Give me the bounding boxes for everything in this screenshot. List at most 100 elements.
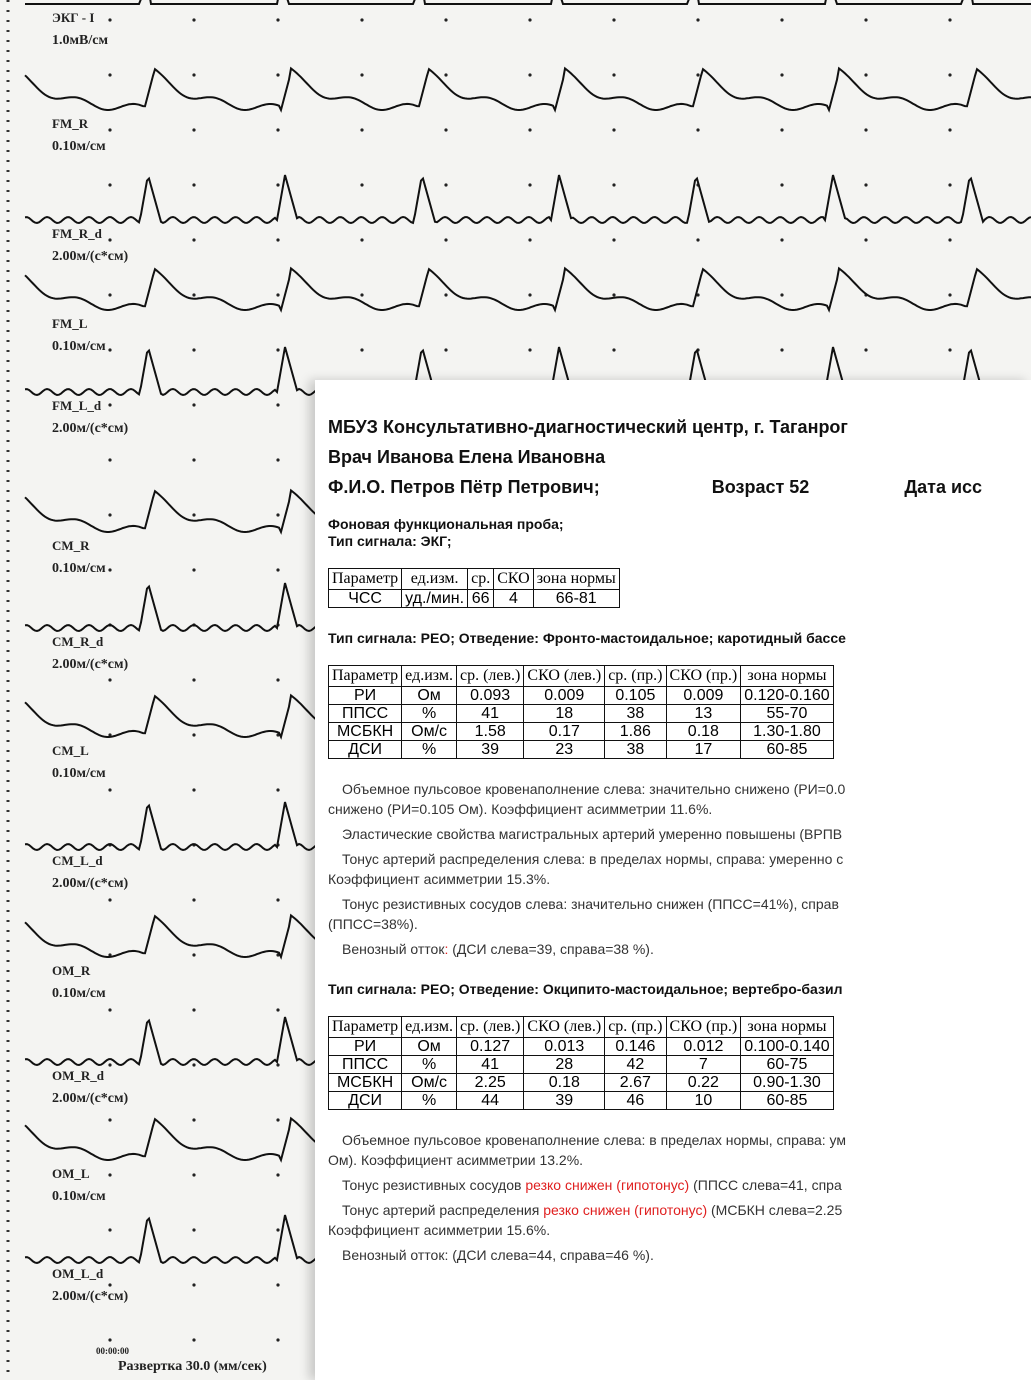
grid-dot bbox=[360, 73, 364, 77]
cell: 38 bbox=[604, 740, 667, 759]
line: Венозный отток: (ДСИ слева=39, справа=38… bbox=[328, 939, 1031, 959]
grid-dot bbox=[444, 293, 448, 297]
channel-name: OM_R bbox=[52, 963, 91, 978]
text: Объемное пульсовое кровенаполнение слева… bbox=[342, 1132, 847, 1148]
line: Тонус резистивных сосудов резко снижен (… bbox=[328, 1175, 1031, 1195]
grid-dot bbox=[108, 1118, 112, 1122]
cell: МСБКН bbox=[327, 722, 403, 741]
grid-dot bbox=[192, 1173, 196, 1177]
data-row: РИ Ом 0.093 0.009 0.105 0.009 0.120-0.160 bbox=[327, 686, 834, 705]
text: Эластические свойства магистральных арте… bbox=[342, 826, 843, 842]
cell: 0.17 bbox=[523, 722, 606, 741]
line: Коэффициент асимметрии 15.3%. bbox=[328, 869, 1031, 889]
cell: 28 bbox=[523, 1055, 606, 1074]
param-table: Параметр ед.изм. ср. СКО зона нормы ЧСС уд./ми… bbox=[327, 568, 620, 608]
param-table: Параметр ед.изм. ср. (лев.) СКО (лев.) ср. (… bbox=[327, 665, 834, 759]
header-cell: Параметр bbox=[327, 1016, 403, 1038]
text: (ДСИ слева=39, справа=38 %). bbox=[448, 941, 654, 957]
grid-dot bbox=[276, 128, 280, 132]
sweep-label: Развертка 30.0 (мм/сек) bbox=[118, 1359, 267, 1374]
cell: 46 bbox=[604, 1091, 667, 1110]
cell: % bbox=[401, 1091, 457, 1110]
line: Объемное пульсовое кровенаполнение слева… bbox=[328, 779, 1031, 799]
channel-scale: 0.10м/см bbox=[52, 139, 106, 154]
section-title: Тип сигнала: РЕО; Отведение: Окципито-ма… bbox=[328, 981, 843, 997]
grid-dot bbox=[192, 348, 196, 352]
grid-dot bbox=[528, 128, 532, 132]
trace bbox=[25, 0, 1031, 5]
cell: 0.22 bbox=[665, 1073, 742, 1092]
grid-dot bbox=[780, 73, 784, 77]
header-cell: ср. (лев.) bbox=[455, 665, 525, 687]
grid-dot bbox=[444, 18, 448, 22]
line: снижено (РИ=0.105 Ом). Коэффициент асимм… bbox=[328, 799, 1031, 819]
channel-name: FM_L bbox=[52, 316, 88, 331]
grid-dot bbox=[864, 238, 868, 242]
channel-scale: 2.00м/(с*см) bbox=[52, 657, 129, 672]
data-row: ППСС% 41 28 42 7 60-75 bbox=[327, 1055, 834, 1074]
grid-dot bbox=[108, 1228, 112, 1232]
grid-dot bbox=[780, 293, 784, 297]
cell: % bbox=[401, 740, 457, 759]
grid-dot bbox=[276, 348, 280, 352]
header-cell: ед.изм. bbox=[401, 1016, 457, 1038]
text: (ППСС слева=41, спра bbox=[689, 1177, 842, 1193]
conclusion: Эластические свойства магистральных арте… bbox=[328, 824, 1031, 844]
grid-dot bbox=[444, 128, 448, 132]
line: Ом). Коэффициент асимметрии 13.2%. bbox=[328, 1150, 1031, 1170]
line: Тонус артерий распределения резко снижен… bbox=[328, 1200, 1031, 1220]
grid-dot bbox=[192, 1338, 196, 1342]
channel-scale: 2.00м/(с*см) bbox=[52, 876, 129, 891]
cell: 60-85 bbox=[740, 740, 834, 759]
grid-dot bbox=[528, 348, 532, 352]
cell: 0.009 bbox=[523, 686, 606, 705]
grid-dot bbox=[948, 293, 952, 297]
grid-dot bbox=[276, 293, 280, 297]
grid-dot bbox=[192, 1228, 196, 1232]
grid-dot bbox=[192, 238, 196, 242]
header-cell: ср. (лев.) bbox=[455, 1016, 525, 1038]
cell: 1.30-1.80 bbox=[740, 722, 834, 741]
cell: 44 bbox=[455, 1091, 525, 1110]
trace bbox=[24, 66, 1031, 113]
text: Объемное пульсовое кровенаполнение слева… bbox=[342, 781, 846, 797]
grid-dot bbox=[864, 73, 868, 77]
grid-dot bbox=[276, 513, 280, 517]
conclusion: Тонус артерий распределения резко снижен… bbox=[328, 1200, 1031, 1240]
grid-dot bbox=[108, 788, 112, 792]
cell: уд./мин. bbox=[401, 589, 469, 608]
grid-dot bbox=[444, 73, 448, 77]
channel-scale: 0.10м/см bbox=[52, 1189, 106, 1204]
grid-dot bbox=[780, 238, 784, 242]
grid-dot bbox=[276, 403, 280, 407]
grid-dot bbox=[948, 73, 952, 77]
grid-dot bbox=[276, 458, 280, 462]
cell: ППСС bbox=[327, 1055, 403, 1074]
grid-dot bbox=[276, 788, 280, 792]
cell: 7 bbox=[665, 1055, 742, 1074]
grid-dot bbox=[192, 953, 196, 957]
line: Эластические свойства магистральных арте… bbox=[328, 824, 1031, 844]
cell: 38 bbox=[604, 704, 667, 723]
grid-dot bbox=[108, 898, 112, 902]
cell: 0.127 bbox=[455, 1037, 525, 1056]
cell: 0.105 bbox=[604, 686, 667, 705]
cell: ДСИ bbox=[327, 740, 403, 759]
text: резко снижен (гипотонус) bbox=[543, 1202, 708, 1218]
channel-name: ЭКГ - I bbox=[52, 10, 94, 25]
conclusions: Объемное пульсовое кровенаполнение слева… bbox=[328, 1130, 1031, 1265]
header-cell: ед.изм. bbox=[401, 665, 457, 687]
data-row: МСБКН Ом/с 2.25 0.18 2.67 0.22 0.90-1.30 bbox=[327, 1073, 834, 1092]
channel-name: FM_R bbox=[52, 116, 89, 131]
cell: ЧСС bbox=[327, 589, 403, 608]
grid-dot bbox=[864, 18, 868, 22]
grid-dot bbox=[192, 293, 196, 297]
text: : bbox=[444, 941, 449, 957]
header-row: Параметр ед.изм. ср. СКО зона нормы bbox=[327, 568, 620, 590]
grid-dot bbox=[276, 1063, 280, 1067]
line: Тонус артерий распределения слева: в пре… bbox=[328, 849, 1031, 869]
channel-name: FM_R_d bbox=[52, 226, 103, 241]
cell: 10 bbox=[665, 1091, 742, 1110]
age: Возраст 52 bbox=[711, 477, 810, 497]
header-cell: СКО bbox=[493, 568, 534, 590]
